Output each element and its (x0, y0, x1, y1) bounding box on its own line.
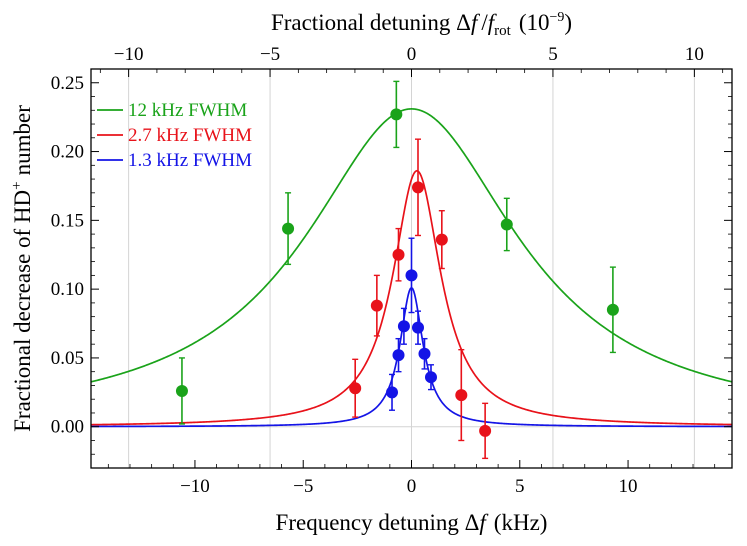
legend-entry: 12 kHz FWHM (128, 100, 247, 121)
fit-curve (91, 108, 732, 383)
top-x-tick-label: −5 (260, 44, 280, 65)
legend-entry: 2.7 kHz FWHM (128, 125, 252, 146)
data-point (282, 222, 295, 235)
y-tick-label: 0.05 (51, 348, 84, 369)
data-point (455, 389, 468, 402)
fit-curve (91, 169, 732, 426)
axis-ticks: −10 −5 0 5 10 −10 −5 0 5 10 0.00 0.05 0.10 0.15 0.20 0.… (51, 44, 732, 497)
x-tick-label: −10 (180, 476, 210, 497)
y-tick-label: 0.20 (51, 142, 84, 163)
data-point (175, 384, 188, 397)
top-x-tick-label: −10 (114, 44, 144, 65)
data-point (392, 349, 405, 362)
top-x-tick-label: 0 (407, 44, 417, 65)
y-tick-label: 0.25 (51, 73, 84, 94)
plot-area (91, 80, 732, 460)
legend-entry: 1.3 kHz FWHM (128, 150, 252, 171)
x-tick-label: −5 (293, 476, 313, 497)
data-point (418, 347, 431, 360)
data-point (390, 108, 403, 121)
data-point (411, 181, 424, 194)
top-x-tick-label: 5 (548, 44, 558, 65)
x-tick-label: 0 (407, 476, 417, 497)
data-point (479, 424, 492, 437)
data-point (411, 321, 424, 334)
data-point (349, 382, 362, 395)
top-x-axis-title: Fractional detuning Δf/frot (10−9) (271, 10, 572, 39)
legend: 12 kHz FWHM 2.7 kHz FWHM 1.3 kHz FWHM (97, 100, 252, 171)
data-point (392, 248, 405, 261)
data-point (435, 233, 448, 246)
top-x-tick-label: 10 (685, 44, 704, 65)
x-axis-title: Frequency detuning Δf (kHz) (276, 510, 548, 535)
y-tick-label: 0.10 (51, 279, 84, 300)
data-point (397, 320, 410, 333)
x-tick-label: 10 (619, 476, 638, 497)
data-point (386, 386, 399, 399)
y-tick-label: 0.00 (51, 417, 84, 438)
y-axis-title: Fractional decrease of HD+number (9, 105, 35, 432)
data-point (370, 299, 383, 312)
data-point (500, 218, 513, 231)
data-point (405, 269, 418, 282)
data-point (424, 371, 437, 384)
data-point (606, 303, 619, 316)
x-tick-label: 5 (515, 476, 525, 497)
y-tick-label: 0.15 (51, 210, 84, 231)
